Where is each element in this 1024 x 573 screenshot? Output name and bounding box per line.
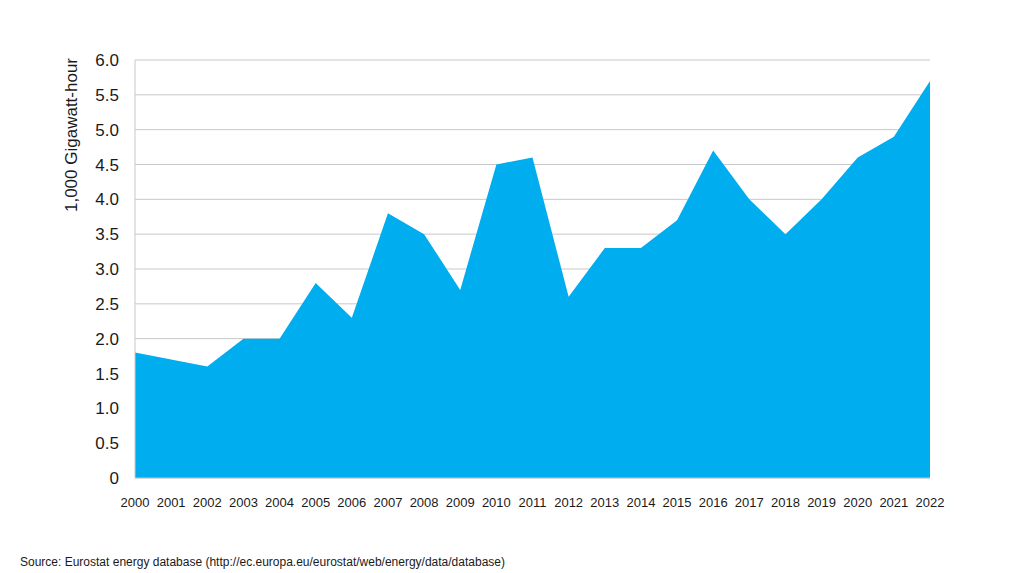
- svg-text:2001: 2001: [157, 495, 186, 510]
- svg-text:1.0: 1.0: [95, 399, 119, 418]
- svg-text:1.5: 1.5: [95, 365, 119, 384]
- svg-text:0.5: 0.5: [95, 434, 119, 453]
- svg-text:2014: 2014: [626, 495, 655, 510]
- svg-text:2020: 2020: [843, 495, 872, 510]
- svg-text:2.0: 2.0: [95, 330, 119, 349]
- svg-text:3.0: 3.0: [95, 260, 119, 279]
- svg-text:2018: 2018: [771, 495, 800, 510]
- svg-text:2008: 2008: [410, 495, 439, 510]
- html-text:Source: Eurostat energy databa: Source: Eurostat energy database (http:/…: [20, 555, 505, 569]
- svg-text:2017: 2017: [735, 495, 764, 510]
- html-text:1,000 Gigawatt-hour: 1,000 Gigawatt-hour: [62, 58, 81, 212]
- svg-text:2012: 2012: [554, 495, 583, 510]
- svg-text:6.0: 6.0: [95, 51, 119, 70]
- svg-text:2011: 2011: [519, 495, 547, 510]
- svg-text:5.5: 5.5: [95, 86, 119, 105]
- svg-text:2010: 2010: [482, 495, 511, 510]
- svg-text:2005: 2005: [301, 495, 330, 510]
- svg-text:2021: 2021: [879, 495, 908, 510]
- svg-text:2004: 2004: [265, 495, 294, 510]
- svg-text:2002: 2002: [193, 495, 222, 510]
- svg-text:2013: 2013: [590, 495, 619, 510]
- svg-text:5.0: 5.0: [95, 121, 119, 140]
- svg-text:3.5: 3.5: [95, 225, 119, 244]
- svg-text:0: 0: [110, 469, 119, 488]
- svg-text:2.5: 2.5: [95, 295, 119, 314]
- svg-text:2003: 2003: [229, 495, 258, 510]
- svg-text:4.0: 4.0: [95, 190, 119, 209]
- svg-text:2015: 2015: [663, 495, 692, 510]
- svg-text:2007: 2007: [373, 495, 402, 510]
- svg-text:2006: 2006: [337, 495, 366, 510]
- svg-text:2016: 2016: [699, 495, 728, 510]
- svg-text:2019: 2019: [807, 495, 836, 510]
- svg-text:2022: 2022: [916, 495, 945, 510]
- svg-text:2000: 2000: [121, 495, 150, 510]
- svg-text:4.5: 4.5: [95, 156, 119, 175]
- svg-text:2009: 2009: [446, 495, 475, 510]
